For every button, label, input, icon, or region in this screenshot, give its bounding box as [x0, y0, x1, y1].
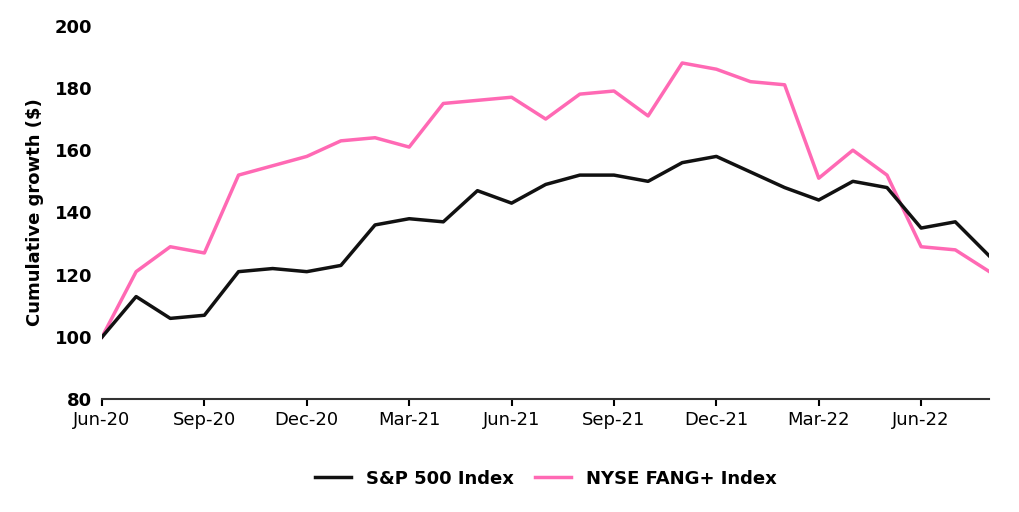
NYSE FANG+ Index — [369, 135, 381, 141]
S&P 500 Index — [812, 197, 824, 203]
Legend: S&P 500 Index, NYSE FANG+ Index: S&P 500 Index, NYSE FANG+ Index — [308, 462, 783, 495]
S&P 500 Index — [880, 184, 893, 190]
Line: S&P 500 Index: S&P 500 Index — [102, 157, 988, 337]
NYSE FANG+ Index — [777, 82, 790, 88]
NYSE FANG+ Index — [914, 244, 926, 250]
NYSE FANG+ Index — [607, 88, 620, 94]
NYSE FANG+ Index — [301, 154, 313, 160]
Line: NYSE FANG+ Index: NYSE FANG+ Index — [102, 63, 988, 337]
S&P 500 Index — [505, 200, 518, 206]
S&P 500 Index — [301, 269, 313, 275]
NYSE FANG+ Index — [676, 60, 688, 66]
S&P 500 Index — [471, 187, 483, 194]
NYSE FANG+ Index — [505, 94, 518, 100]
S&P 500 Index — [539, 181, 551, 187]
S&P 500 Index — [129, 293, 142, 300]
S&P 500 Index — [777, 184, 790, 190]
NYSE FANG+ Index — [744, 78, 756, 84]
S&P 500 Index — [949, 219, 961, 225]
NYSE FANG+ Index — [198, 250, 210, 256]
NYSE FANG+ Index — [573, 91, 585, 97]
NYSE FANG+ Index — [334, 138, 346, 144]
S&P 500 Index — [982, 253, 995, 259]
NYSE FANG+ Index — [709, 66, 721, 72]
NYSE FANG+ Index — [641, 113, 653, 119]
NYSE FANG+ Index — [266, 163, 278, 169]
S&P 500 Index — [198, 312, 210, 318]
S&P 500 Index — [846, 178, 858, 184]
S&P 500 Index — [334, 262, 346, 268]
S&P 500 Index — [607, 172, 620, 178]
S&P 500 Index — [573, 172, 585, 178]
NYSE FANG+ Index — [232, 172, 245, 178]
S&P 500 Index — [914, 225, 926, 231]
NYSE FANG+ Index — [539, 116, 551, 122]
NYSE FANG+ Index — [96, 334, 108, 340]
S&P 500 Index — [437, 219, 449, 225]
NYSE FANG+ Index — [949, 247, 961, 253]
S&P 500 Index — [164, 315, 176, 322]
S&P 500 Index — [266, 265, 278, 271]
NYSE FANG+ Index — [164, 244, 176, 250]
NYSE FANG+ Index — [471, 97, 483, 103]
S&P 500 Index — [641, 178, 653, 184]
S&P 500 Index — [744, 169, 756, 175]
S&P 500 Index — [676, 160, 688, 166]
S&P 500 Index — [369, 222, 381, 228]
S&P 500 Index — [709, 154, 721, 160]
NYSE FANG+ Index — [982, 269, 995, 275]
S&P 500 Index — [232, 269, 245, 275]
S&P 500 Index — [96, 334, 108, 340]
S&P 500 Index — [403, 216, 415, 222]
NYSE FANG+ Index — [812, 175, 824, 181]
Y-axis label: Cumulative growth ($): Cumulative growth ($) — [25, 99, 44, 326]
NYSE FANG+ Index — [880, 172, 893, 178]
NYSE FANG+ Index — [846, 147, 858, 153]
NYSE FANG+ Index — [437, 100, 449, 106]
NYSE FANG+ Index — [129, 269, 142, 275]
NYSE FANG+ Index — [403, 144, 415, 150]
